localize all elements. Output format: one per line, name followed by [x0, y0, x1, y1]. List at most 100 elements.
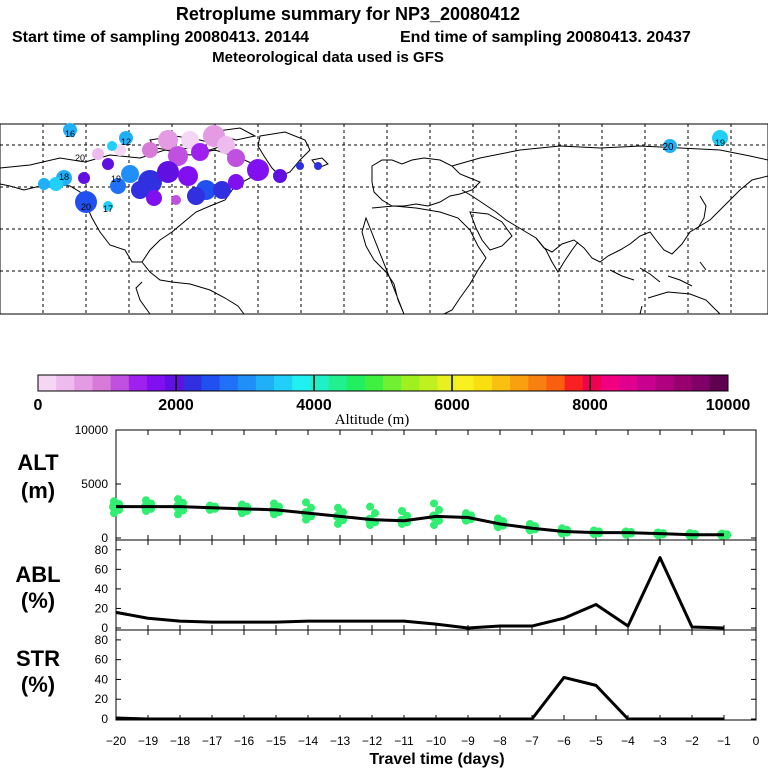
plume-dot — [103, 201, 113, 211]
plume-dot — [121, 165, 139, 183]
panel-unit: (m) — [21, 478, 55, 503]
plume-dot — [49, 177, 63, 191]
x-tick-label: −14 — [298, 734, 319, 748]
x-tick-label: −5 — [589, 734, 603, 748]
y-tick-label: 5000 — [81, 477, 108, 491]
south-america-coast — [135, 261, 245, 315]
colorbar-tick-label: 2000 — [158, 397, 194, 414]
colorbar-cell — [455, 375, 475, 391]
colorbar-cell — [510, 375, 529, 391]
colorbar-tick-label: 4000 — [296, 397, 332, 414]
panel-alt: 10000 5000 0 ALT (m) — [17, 423, 757, 545]
plume-dot — [102, 158, 114, 170]
x-tick-label: −12 — [362, 734, 383, 748]
se-asia-islands-coast — [609, 261, 707, 287]
x-tick-label: −13 — [330, 734, 351, 748]
greenland-coast — [257, 131, 311, 177]
x-tick-label: 0 — [753, 734, 760, 748]
plume-dot — [273, 169, 287, 183]
colorbar-cell — [473, 375, 493, 391]
panel-frame — [115, 629, 757, 721]
colorbar-cell — [219, 375, 239, 391]
plume-dot — [78, 172, 90, 184]
altitude-particle — [238, 509, 246, 518]
colorbar-cell — [691, 375, 711, 391]
japan-coast — [697, 195, 707, 229]
plume-dot — [217, 136, 235, 154]
world-map: 16 12 20 18 19 20 17 19 20 — [0, 123, 768, 315]
colorbar-cell — [528, 375, 547, 391]
colorbar-cell — [310, 375, 330, 391]
colorbar-cell — [292, 375, 311, 391]
panel-label: STR — [16, 646, 60, 671]
plume-number: 19 — [111, 174, 121, 184]
x-tick-label: −6 — [557, 734, 571, 748]
x-axis-label: Travel time (days) — [369, 751, 504, 768]
plume-number: 16 — [65, 129, 75, 139]
colorbar-cell — [146, 375, 166, 391]
plume-dot — [119, 131, 133, 145]
plume-dot — [663, 139, 677, 153]
y-tick-label: 20 — [95, 601, 109, 615]
plume-dot — [181, 131, 199, 149]
plume-number: 20 — [75, 153, 85, 163]
colorbar-tick-label: 0 — [34, 397, 43, 414]
colorbar-cell — [401, 375, 420, 391]
end-time-label: End time of sampling 20080413. 20437 — [400, 29, 691, 46]
y-tick-label: 60 — [95, 562, 109, 576]
panel-unit: (%) — [21, 672, 55, 697]
x-tick-label: −20 — [106, 734, 127, 748]
colorbar-ticks: 0 2000 4000 6000 8000 10000 — [34, 375, 750, 414]
colorbar-tick-label: 6000 — [434, 397, 470, 414]
plume-dot — [191, 143, 209, 161]
colorbar-cell — [183, 375, 202, 391]
plume-dot — [178, 166, 198, 186]
colorbar-cell — [201, 375, 221, 391]
map-frame — [0, 123, 768, 315]
altitude-particle — [371, 509, 379, 518]
x-axis-tick-labels: −20 −19 −18 −17 −16 −15 −14 −13 −12 −11 −10 −9 −8 −7−… — [106, 734, 760, 748]
altitude-particle — [430, 521, 438, 530]
y-tick-label: 60 — [95, 653, 109, 667]
colorbar-cell — [165, 375, 184, 391]
series-line-abl — [115, 556, 725, 630]
plume-dot — [247, 159, 269, 181]
altitude-particle — [366, 502, 374, 511]
colorbar-label: Altitude (m) — [335, 412, 410, 428]
plume-dot — [142, 142, 158, 158]
panel-frame — [115, 539, 757, 631]
colorbar-cell — [546, 375, 566, 391]
europe-coast — [371, 157, 481, 207]
plume-dot — [107, 141, 117, 151]
arabia-coast — [469, 211, 513, 251]
plume-dot — [63, 123, 77, 137]
altitude-particle — [302, 515, 310, 524]
x-tick-label: −2 — [685, 734, 699, 748]
x-tick-label: −18 — [170, 734, 191, 748]
y-tick-label: 0 — [101, 531, 108, 545]
plume-dot — [168, 146, 188, 166]
x-tick-label: −15 — [266, 734, 287, 748]
plume-dot — [227, 149, 245, 167]
india-coast — [535, 237, 579, 273]
plume-dot — [92, 148, 104, 160]
x-tick-label: −10 — [426, 734, 447, 748]
plume-dot — [712, 130, 728, 146]
plume-dot — [157, 161, 179, 183]
colorbar-cell — [110, 375, 130, 391]
altitude-particle — [302, 498, 310, 507]
panel-str: 80 60 40 20 0 STR(%) — [16, 629, 757, 726]
y-tick-label: 40 — [95, 582, 109, 596]
colorbar-cell — [128, 375, 148, 391]
altitude-particle — [366, 521, 374, 530]
x-tick-label: −9 — [461, 734, 475, 748]
plume-dot — [158, 130, 178, 150]
y-tick-label: 20 — [95, 692, 109, 706]
altitude-particle — [270, 510, 278, 519]
y-tick-label: 0 — [101, 621, 108, 635]
colorbar-cell — [582, 375, 602, 391]
met-data-label: Meteorological data used is GFS — [212, 49, 444, 66]
altitude-particle — [334, 519, 342, 528]
colorbar-cell — [437, 375, 457, 391]
